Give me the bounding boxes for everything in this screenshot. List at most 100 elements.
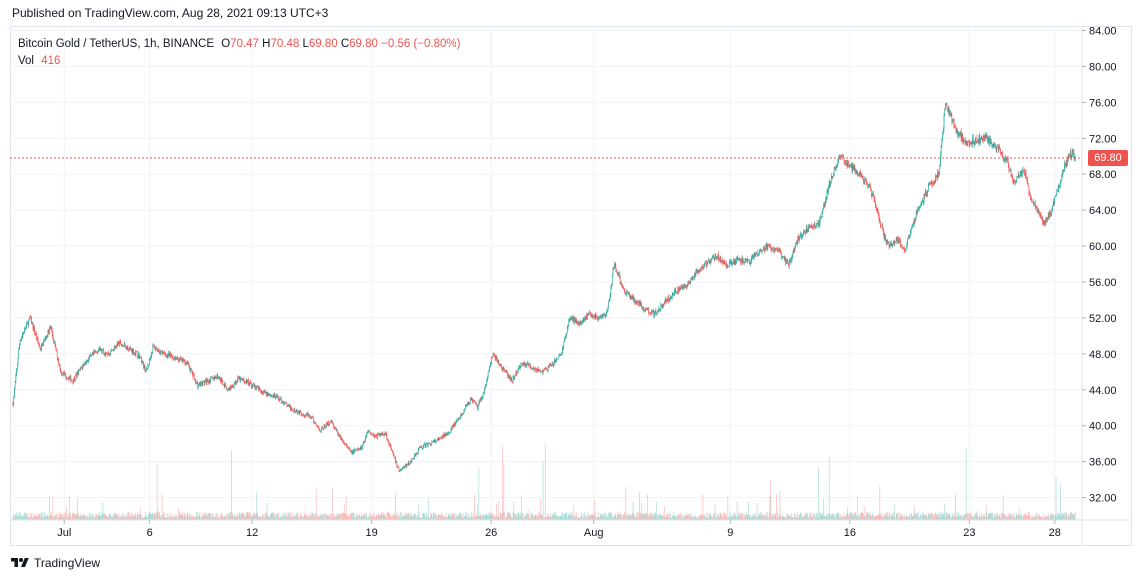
candle-body bbox=[330, 421, 331, 423]
volume-bar bbox=[970, 514, 972, 520]
volume-bar bbox=[867, 512, 868, 520]
volume-bar bbox=[392, 514, 393, 520]
volume-bar bbox=[827, 516, 829, 520]
candle-body bbox=[426, 443, 428, 445]
candle-body bbox=[1037, 209, 1039, 212]
volume-bar bbox=[211, 513, 213, 520]
candle-body bbox=[806, 227, 807, 234]
volume-bar bbox=[87, 513, 89, 520]
volume-bar bbox=[135, 512, 137, 520]
candle-body bbox=[479, 400, 481, 402]
volume-bar bbox=[201, 513, 203, 520]
volume-bar bbox=[160, 515, 161, 520]
volume-bar bbox=[584, 512, 585, 520]
candle-body bbox=[947, 107, 948, 111]
volume-bar bbox=[62, 513, 64, 520]
volume-bar bbox=[793, 512, 795, 520]
volume-bar bbox=[54, 514, 55, 520]
volume-bar bbox=[350, 514, 351, 520]
volume-bar bbox=[664, 506, 665, 520]
candle-body bbox=[478, 402, 480, 406]
candle-body bbox=[940, 154, 941, 167]
candle-body bbox=[978, 135, 980, 144]
candle-body bbox=[880, 223, 881, 227]
candle-body bbox=[141, 356, 142, 363]
candle-body bbox=[161, 351, 162, 352]
volume-bar bbox=[490, 514, 492, 520]
candle-body bbox=[1031, 198, 1033, 202]
volume-bar bbox=[131, 512, 132, 520]
candle-body bbox=[629, 293, 630, 297]
candle-body bbox=[221, 378, 223, 381]
candle-body bbox=[156, 348, 158, 352]
candle-body bbox=[914, 220, 916, 222]
candle-body bbox=[402, 468, 403, 470]
volume-bar bbox=[370, 512, 371, 520]
volume-bar bbox=[137, 512, 139, 520]
candle-body bbox=[452, 425, 454, 428]
candle-body bbox=[446, 432, 448, 436]
candle-body bbox=[247, 380, 249, 383]
candle-body bbox=[960, 131, 961, 136]
volume-bar bbox=[764, 517, 766, 520]
candle-body bbox=[448, 433, 450, 434]
candle-body bbox=[768, 245, 769, 246]
volume-bar bbox=[329, 514, 331, 520]
volume-bar bbox=[214, 517, 216, 520]
candle-body bbox=[290, 407, 292, 411]
candle-body bbox=[421, 446, 423, 449]
candle-body bbox=[96, 351, 98, 353]
candle-body bbox=[314, 421, 316, 425]
candle-body bbox=[1018, 174, 1020, 177]
volume-bar bbox=[24, 513, 25, 520]
candle-body bbox=[843, 157, 845, 163]
candle-body bbox=[1027, 178, 1028, 185]
low-label: L bbox=[302, 38, 309, 50]
candle-body bbox=[601, 316, 602, 318]
candle-body bbox=[959, 133, 961, 136]
candle-body bbox=[597, 319, 599, 321]
candle-body bbox=[390, 446, 392, 450]
candle-body bbox=[442, 436, 444, 438]
volume-bar bbox=[965, 514, 966, 520]
candle-body bbox=[168, 353, 169, 356]
candle-body bbox=[467, 402, 469, 405]
candle-body bbox=[278, 399, 280, 401]
candle-body bbox=[181, 357, 183, 362]
candle-body bbox=[849, 164, 851, 166]
candle-body bbox=[524, 364, 526, 366]
candlestick-chart[interactable]: 84.0080.0076.0072.0068.0064.0060.0056.00… bbox=[10, 26, 1132, 546]
candle-body bbox=[66, 377, 67, 379]
volume-bar bbox=[675, 515, 677, 520]
candle-body bbox=[86, 360, 88, 362]
volume-bar bbox=[176, 515, 177, 520]
volume-bar bbox=[623, 514, 624, 520]
volume-bar bbox=[330, 514, 332, 520]
candle-body bbox=[285, 401, 286, 403]
volume-bar bbox=[983, 516, 985, 520]
volume-bar bbox=[333, 517, 335, 520]
volume-bar bbox=[658, 515, 659, 520]
volume-bar bbox=[393, 512, 395, 520]
candle-body bbox=[325, 423, 327, 428]
candle-body bbox=[154, 346, 156, 350]
volume-bar bbox=[563, 517, 565, 520]
candle-body bbox=[14, 389, 15, 397]
volume-bar bbox=[181, 514, 182, 520]
volume-bar bbox=[499, 512, 501, 520]
candle-body bbox=[171, 354, 173, 357]
candle-body bbox=[931, 181, 933, 184]
volume-bar bbox=[844, 516, 846, 520]
volume-bar bbox=[991, 512, 993, 520]
candle-body bbox=[474, 401, 475, 403]
candle-body bbox=[852, 164, 854, 171]
candle-body bbox=[823, 205, 824, 209]
candle-body bbox=[335, 428, 337, 431]
candle-body bbox=[38, 341, 39, 345]
volume-bar bbox=[835, 513, 837, 520]
candle-body bbox=[378, 433, 380, 435]
candle-body bbox=[691, 278, 693, 280]
candle-body bbox=[543, 368, 545, 371]
volume-bar bbox=[901, 514, 903, 520]
candle-body bbox=[522, 364, 524, 366]
